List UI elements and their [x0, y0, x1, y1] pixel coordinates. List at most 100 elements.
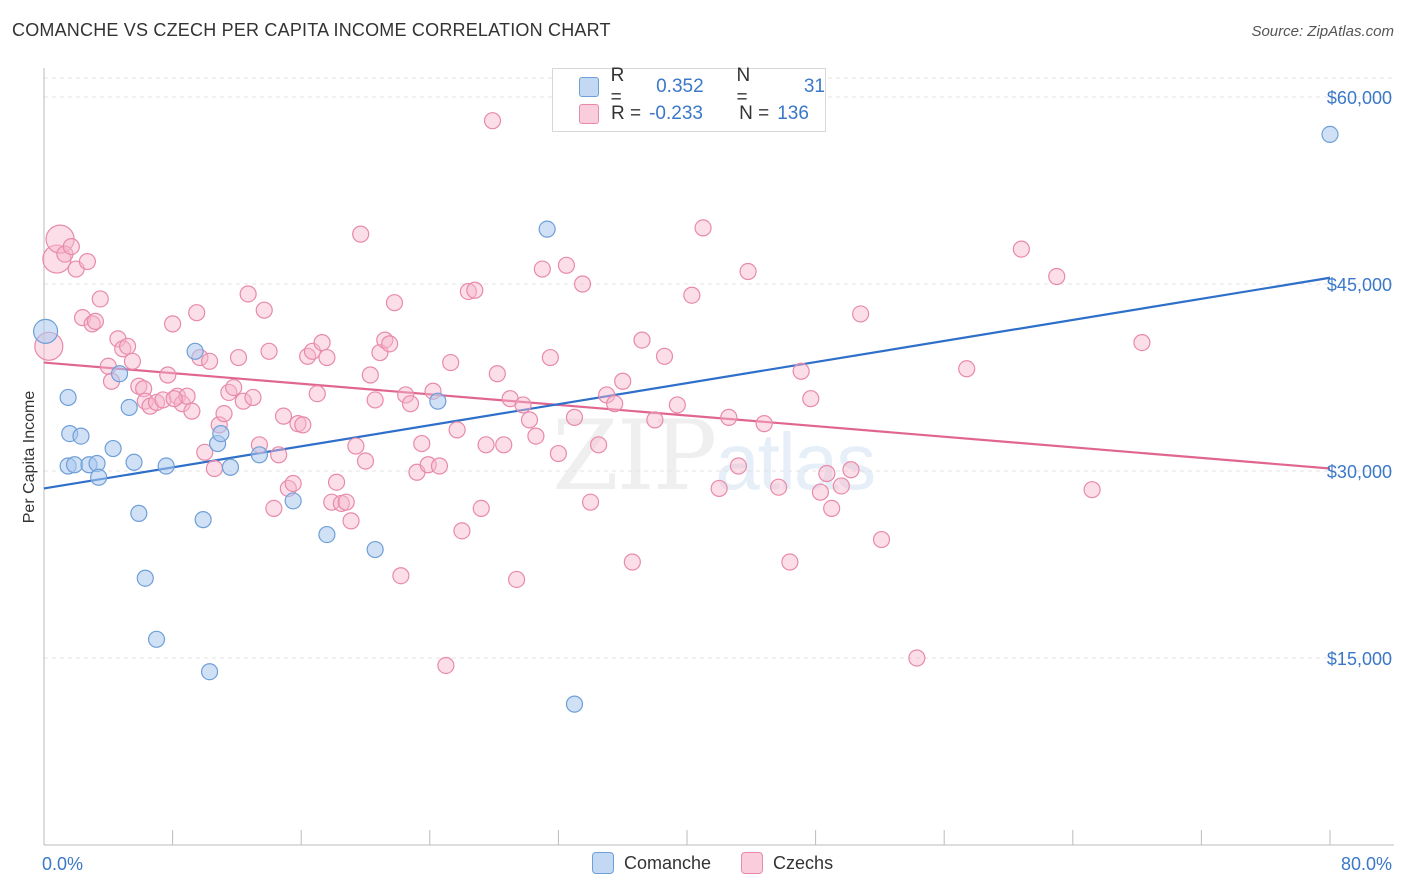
comanche-point [130, 504, 148, 522]
comanche-legend-swatch [592, 852, 614, 874]
y-tick-label: $60,000 [1327, 88, 1392, 108]
czech-point [215, 405, 233, 423]
czech-point [541, 348, 559, 367]
czech-point [448, 421, 466, 439]
y-tick-label: $15,000 [1327, 649, 1392, 669]
czech-point [488, 365, 506, 383]
czech-point [220, 383, 238, 402]
czech-point [472, 499, 490, 517]
comanche-point [200, 663, 219, 681]
y-axis-label: Per Capita Income [21, 391, 38, 524]
czech-point [196, 443, 214, 461]
czech-point [260, 342, 278, 360]
czech-point [655, 347, 674, 365]
czech-point [313, 333, 331, 352]
czech-point [755, 415, 773, 433]
czech-point [361, 366, 379, 384]
czech-point [118, 337, 137, 355]
comanche-points [33, 125, 1339, 713]
gridlines [44, 77, 1394, 659]
comanche-point [284, 492, 302, 510]
czech-point [91, 290, 109, 308]
czech-point [633, 331, 651, 349]
czech-point [908, 649, 926, 667]
czech-point [581, 493, 600, 511]
czech-point [234, 392, 252, 410]
czech-point [86, 312, 105, 330]
legend-n-label: N = [736, 65, 751, 108]
x-tick-label-min: 0.0% [42, 854, 83, 874]
czech-point [872, 530, 891, 549]
czech-legend-swatch [741, 852, 764, 874]
czech-point [244, 388, 262, 407]
czech-point [459, 282, 477, 301]
czech-point [352, 225, 370, 243]
comanche-point [429, 392, 447, 410]
czech-point [437, 656, 455, 675]
correlation-legend: R = 0.352 N = 31 R = -0.233 N = 136 [552, 65, 826, 132]
y-tick-label: $30,000 [1327, 462, 1392, 482]
comanche-point [104, 439, 122, 458]
czech-point [83, 315, 101, 333]
czech-point [401, 395, 420, 413]
czech-point [200, 352, 219, 370]
legend-n-label: N = [739, 103, 770, 124]
comanche-point [194, 511, 212, 529]
czech-point [135, 380, 153, 398]
legend-r-value: 0.352 [656, 76, 704, 97]
czech-point [366, 391, 384, 409]
czech-point [123, 352, 142, 370]
czech-point [453, 522, 471, 540]
czech-point [303, 342, 322, 360]
czech-point [78, 252, 97, 271]
czech-point [646, 411, 664, 429]
comanche-point [1321, 125, 1339, 143]
czech-point [683, 286, 701, 304]
czech-point [720, 408, 738, 426]
czech-points [34, 112, 1151, 675]
czech-point [694, 219, 712, 237]
comanche-point [212, 425, 230, 443]
czech-point [165, 390, 183, 408]
czech-point [852, 305, 870, 323]
czech-point [397, 386, 415, 404]
comanche-swatch [579, 77, 599, 97]
legend-row-czechs: R = -0.233 N = 136 [579, 101, 809, 127]
czech-point [308, 385, 326, 403]
czech-trend-line [43, 361, 1331, 470]
czech-point [533, 260, 551, 278]
czech-point [413, 434, 431, 453]
czech-point [188, 304, 206, 322]
czech-point [818, 464, 836, 483]
czech-point [781, 553, 799, 571]
czech-point [739, 262, 757, 281]
czech-point [337, 493, 355, 511]
czech-point [114, 340, 132, 358]
czech-point [392, 567, 410, 585]
czech-point [159, 366, 177, 384]
czech-point [442, 353, 460, 372]
czech-point [1133, 333, 1151, 352]
czech-legend-label: Czechs [773, 852, 834, 873]
czech-point [347, 437, 365, 455]
watermark-zip: ZIP [552, 400, 717, 512]
comanche-point [565, 695, 584, 713]
comanche-point [72, 427, 90, 445]
czech-point [342, 512, 360, 530]
czech-point [842, 461, 860, 479]
czech-point [606, 395, 624, 413]
czech-point [255, 301, 273, 319]
czech-point [73, 309, 92, 327]
czech-point [668, 396, 686, 414]
comanche-point [33, 318, 59, 344]
czech-point [356, 452, 375, 470]
comanche-point [65, 456, 84, 474]
czech-point [1048, 267, 1066, 286]
series-legend: Comanche Czechs [592, 852, 863, 874]
axes [43, 68, 1394, 846]
czech-point [183, 402, 201, 420]
comanche-point [318, 525, 336, 544]
czech-point [205, 459, 223, 478]
czech-point [623, 553, 641, 571]
